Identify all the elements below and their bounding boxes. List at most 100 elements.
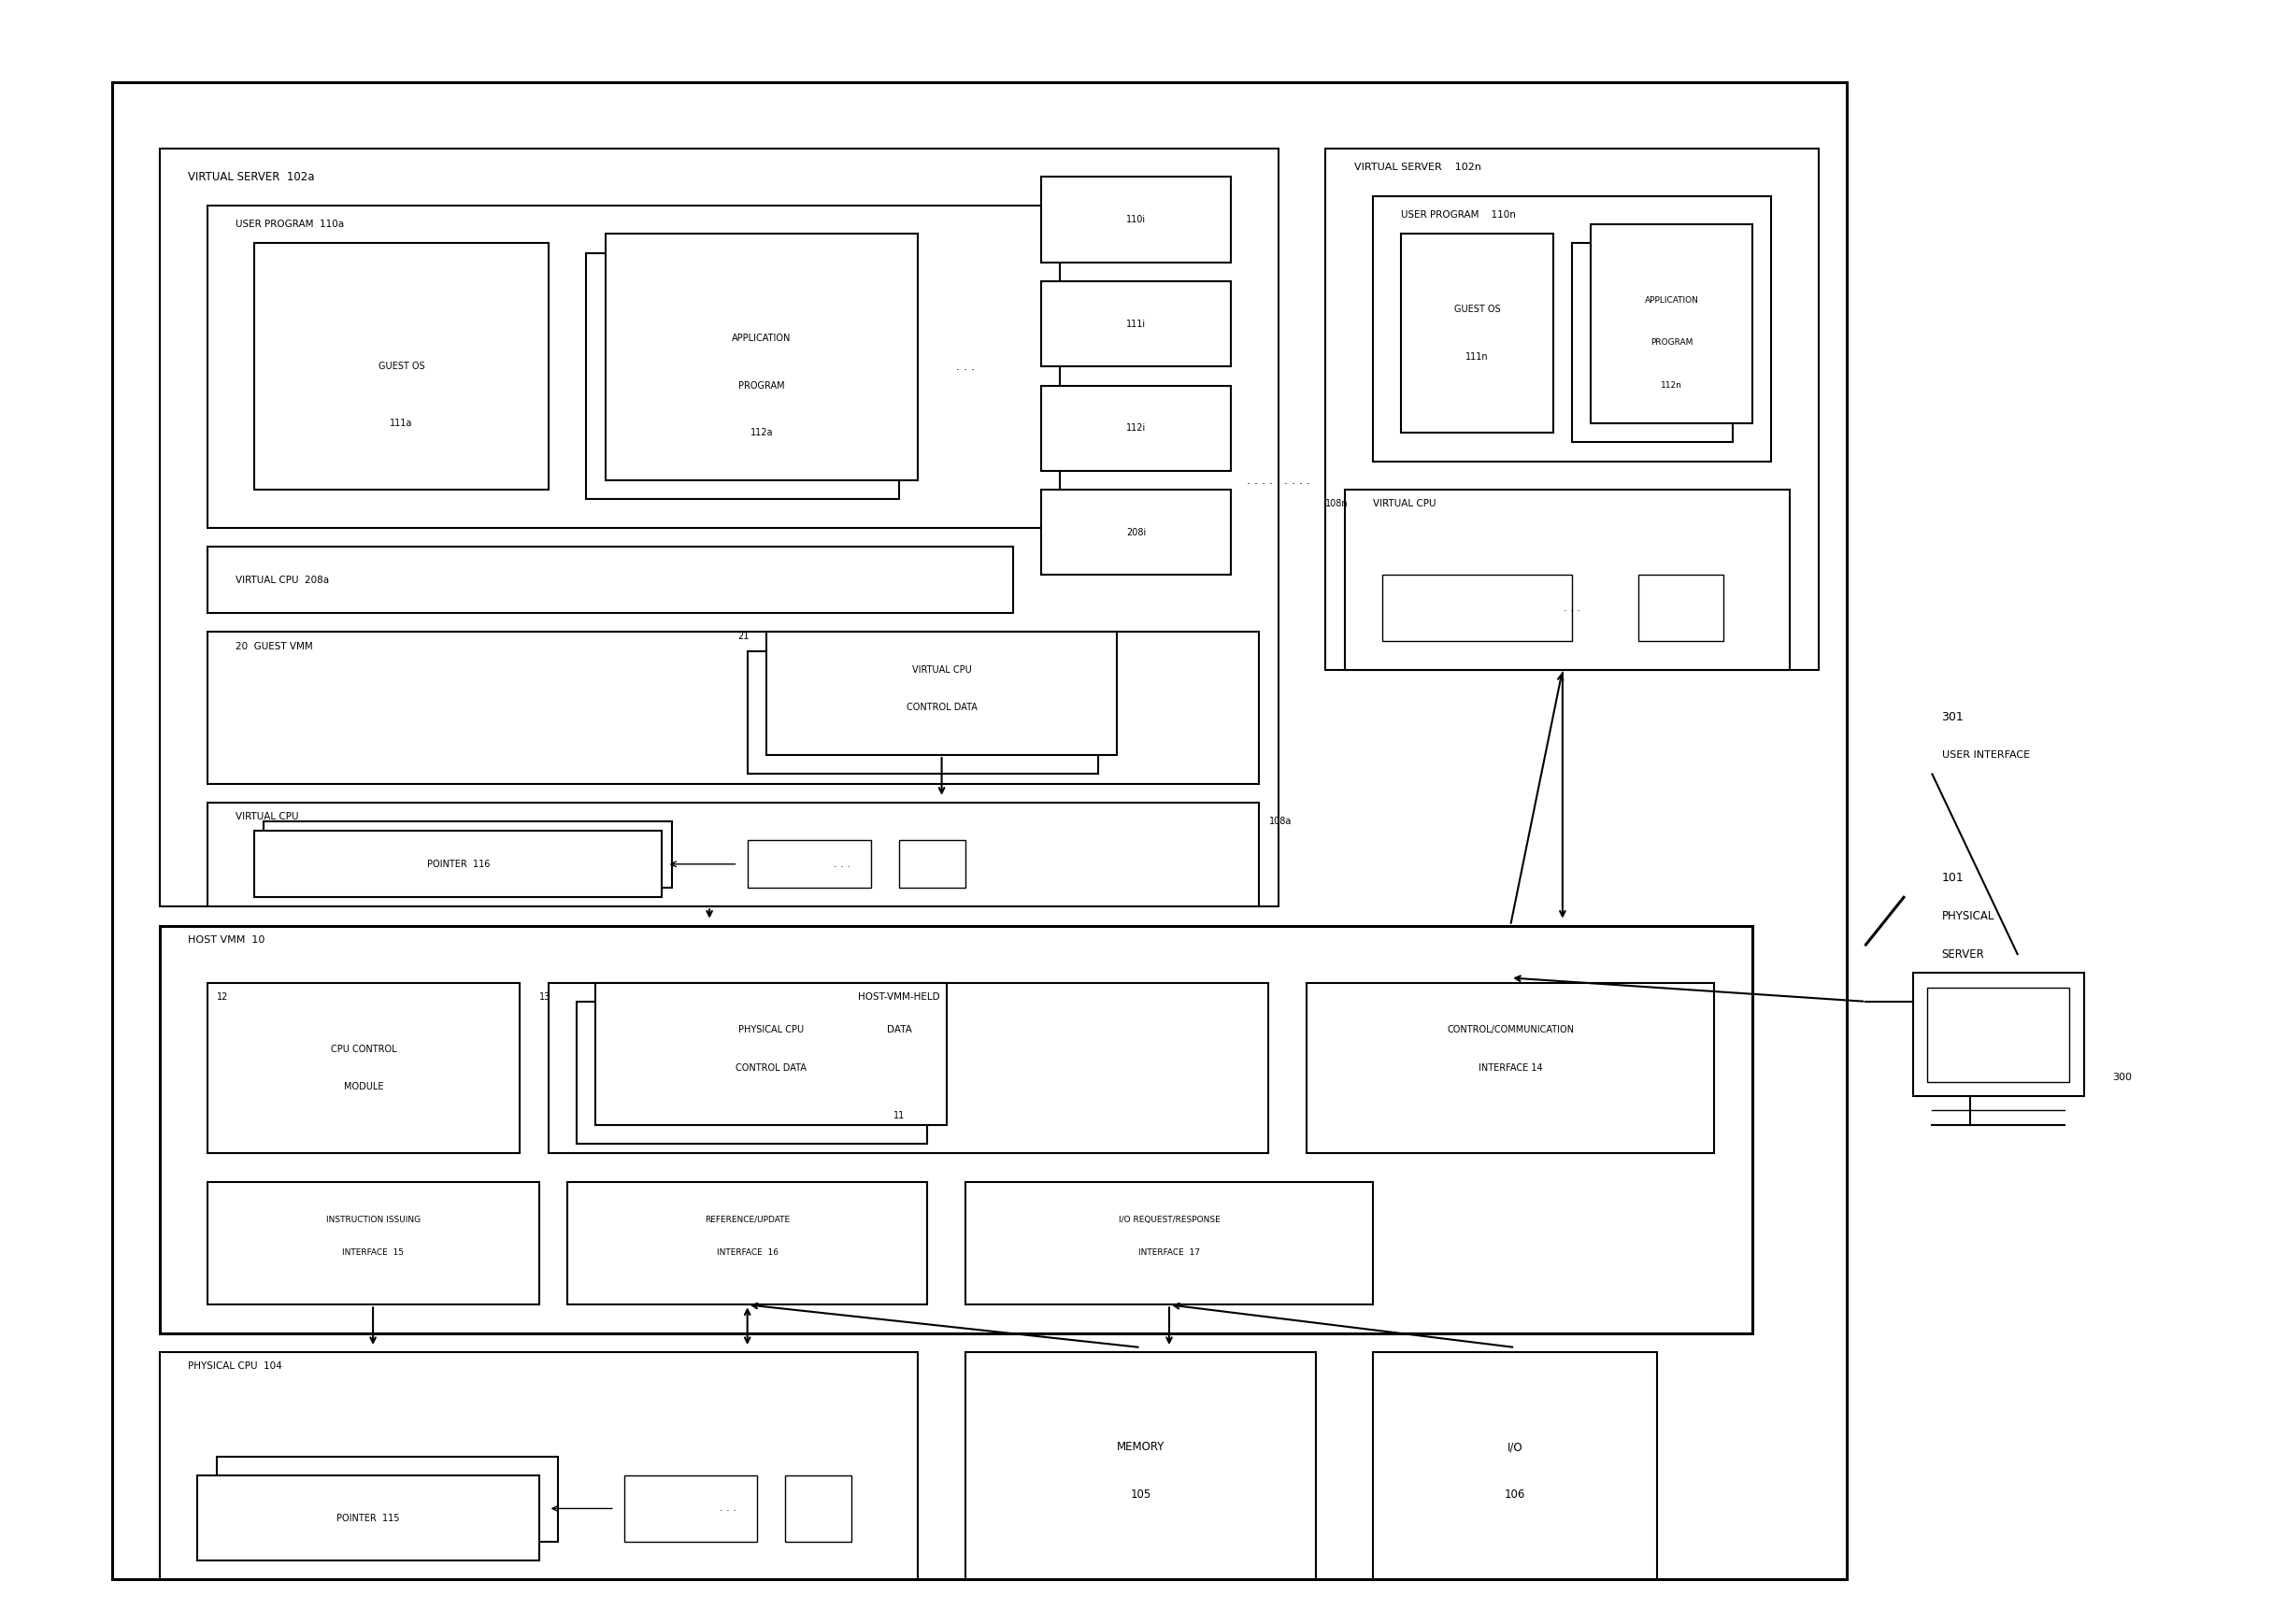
Bar — [900, 841, 966, 888]
Bar — [586, 253, 900, 499]
Text: INTERFACE  17: INTERFACE 17 — [1138, 1249, 1200, 1257]
Bar — [1041, 385, 1231, 471]
Bar — [1041, 490, 1231, 575]
Text: HOST-VMM-HELD: HOST-VMM-HELD — [859, 992, 941, 1002]
Text: 11: 11 — [893, 1111, 904, 1121]
Bar — [207, 802, 1259, 906]
Text: GUEST OS: GUEST OS — [377, 362, 425, 372]
Text: 112n: 112n — [1661, 382, 1681, 390]
Text: CONTROL DATA: CONTROL DATA — [907, 703, 977, 713]
Bar — [1372, 1353, 1656, 1580]
Text: PROGRAM: PROGRAM — [1649, 339, 1693, 348]
Bar — [1306, 983, 1713, 1153]
Bar — [207, 1182, 538, 1304]
Text: 21: 21 — [738, 632, 750, 641]
Bar — [207, 632, 1259, 783]
Bar — [254, 831, 661, 898]
Bar — [1041, 177, 1231, 263]
Text: CPU CONTROL: CPU CONTROL — [329, 1044, 398, 1054]
Text: PHYSICAL CPU  104: PHYSICAL CPU 104 — [189, 1361, 282, 1371]
Bar — [548, 983, 1268, 1153]
Text: HOST VMM  10: HOST VMM 10 — [189, 935, 266, 945]
Text: 300: 300 — [2113, 1073, 2131, 1082]
Text: INTERFACE  15: INTERFACE 15 — [343, 1249, 404, 1257]
Bar — [198, 1475, 538, 1561]
Text: APPLICATION: APPLICATION — [732, 333, 791, 343]
Text: 111a: 111a — [391, 419, 414, 429]
Bar — [786, 1475, 852, 1541]
Bar — [216, 1457, 559, 1541]
Text: INSTRUCTION ISSUING: INSTRUCTION ISSUING — [325, 1215, 420, 1224]
Text: 108a: 108a — [1268, 817, 1290, 827]
Bar — [766, 632, 1118, 755]
Text: SERVER: SERVER — [1943, 948, 1983, 960]
Bar — [966, 1353, 1315, 1580]
Bar — [207, 547, 1013, 612]
Bar — [625, 1475, 757, 1541]
Text: PHYSICAL: PHYSICAL — [1943, 909, 1995, 922]
Text: 106: 106 — [1504, 1488, 1525, 1501]
Text: PHYSICAL CPU: PHYSICAL CPU — [738, 1025, 804, 1034]
Text: I/O REQUEST/RESPONSE: I/O REQUEST/RESPONSE — [1118, 1215, 1220, 1224]
Bar — [264, 822, 673, 888]
Text: VIRTUAL CPU  208a: VIRTUAL CPU 208a — [236, 575, 329, 585]
Text: USER PROGRAM    110n: USER PROGRAM 110n — [1402, 209, 1515, 219]
Text: GUEST OS: GUEST OS — [1454, 305, 1500, 315]
Text: INTERFACE  16: INTERFACE 16 — [716, 1249, 779, 1257]
Text: POINTER  115: POINTER 115 — [336, 1514, 400, 1523]
Bar — [604, 234, 918, 481]
Text: 111i: 111i — [1127, 320, 1145, 328]
Text: . . .: . . . — [834, 859, 850, 869]
Text: 112a: 112a — [750, 429, 772, 437]
Bar — [207, 206, 1061, 528]
Text: . . . . . . . . .: . . . . . . . . . — [1247, 474, 1311, 487]
Bar — [1927, 987, 2070, 1082]
Bar — [1590, 224, 1752, 424]
Text: 110i: 110i — [1127, 214, 1145, 224]
Text: DATA: DATA — [886, 1025, 911, 1034]
Text: CONTROL DATA: CONTROL DATA — [736, 1064, 807, 1072]
Text: PROGRAM: PROGRAM — [738, 382, 784, 390]
Text: POINTER  116: POINTER 116 — [427, 859, 491, 869]
Text: 112i: 112i — [1127, 424, 1145, 434]
Bar — [207, 983, 520, 1153]
Text: MODULE: MODULE — [343, 1082, 384, 1091]
Text: . . .: . . . — [957, 361, 975, 372]
Text: USER PROGRAM  110a: USER PROGRAM 110a — [236, 219, 343, 229]
Text: MEMORY: MEMORY — [1118, 1440, 1166, 1453]
Bar — [966, 1182, 1372, 1304]
Bar — [1572, 244, 1734, 442]
Bar — [577, 1002, 927, 1143]
Bar — [254, 244, 548, 490]
Bar — [159, 926, 1752, 1333]
Text: INTERFACE 14: INTERFACE 14 — [1479, 1064, 1543, 1072]
Text: . . .: . . . — [1563, 604, 1581, 612]
Text: 301: 301 — [1943, 711, 1963, 723]
Bar — [1345, 490, 1790, 669]
Text: REFERENCE/UPDATE: REFERENCE/UPDATE — [704, 1215, 791, 1224]
Bar — [1381, 575, 1572, 641]
Text: 108n: 108n — [1325, 499, 1350, 508]
Bar — [111, 83, 1847, 1580]
Text: CONTROL/COMMUNICATION: CONTROL/COMMUNICATION — [1447, 1025, 1574, 1034]
Bar — [1372, 197, 1772, 461]
Bar — [1041, 281, 1231, 367]
Text: VIRTUAL SERVER    102n: VIRTUAL SERVER 102n — [1354, 162, 1481, 172]
Text: USER INTERFACE: USER INTERFACE — [1943, 750, 2029, 760]
Text: 105: 105 — [1131, 1488, 1152, 1501]
Bar — [747, 841, 870, 888]
Text: APPLICATION: APPLICATION — [1645, 296, 1699, 304]
Bar — [595, 983, 947, 1125]
Text: 20  GUEST VMM: 20 GUEST VMM — [236, 641, 314, 651]
Bar — [747, 651, 1097, 775]
Bar — [1913, 973, 2083, 1096]
Text: 111n: 111n — [1465, 352, 1488, 362]
Text: 12: 12 — [216, 992, 227, 1002]
Bar — [568, 1182, 927, 1304]
Bar — [159, 1353, 918, 1580]
Text: VIRTUAL SERVER  102a: VIRTUAL SERVER 102a — [189, 171, 316, 184]
Text: I/O: I/O — [1506, 1440, 1522, 1453]
Text: 208i: 208i — [1127, 528, 1145, 538]
Text: VIRTUAL CPU: VIRTUAL CPU — [911, 666, 972, 674]
Text: VIRTUAL CPU: VIRTUAL CPU — [236, 812, 298, 822]
